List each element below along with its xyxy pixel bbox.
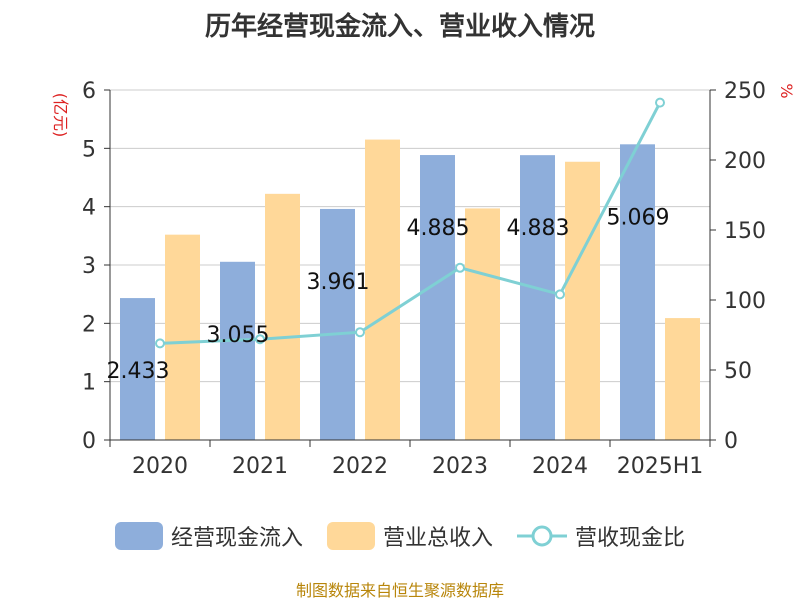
bar-revenue-2025H1 bbox=[665, 318, 700, 440]
right-axis-tick-label: 50 bbox=[724, 359, 752, 384]
ratio-point-2022 bbox=[355, 327, 365, 338]
bar-revenue-2023 bbox=[465, 208, 500, 440]
bar-inflow-2024 bbox=[520, 155, 555, 441]
x-axis-tick-label: 2022 bbox=[332, 454, 388, 479]
left-axis-tick-label: 1 bbox=[82, 371, 96, 396]
bar-revenue-2024 bbox=[565, 161, 600, 440]
x-axis-tick-label: 2021 bbox=[232, 454, 288, 479]
left-axis-tick-label: 6 bbox=[82, 79, 96, 104]
legend-swatch-ratio bbox=[517, 525, 567, 547]
bar-inflow-2020 bbox=[120, 298, 155, 440]
ratio-point-2024 bbox=[555, 289, 565, 300]
legend-swatch-inflow bbox=[114, 522, 163, 550]
bar-revenue-2020 bbox=[165, 234, 200, 440]
legend-item-revenue[interactable]: 营业总收入 bbox=[326, 520, 493, 552]
ratio-point-2023 bbox=[455, 262, 465, 273]
data-label-2022: 3.961 bbox=[307, 270, 370, 295]
data-labels: 2.433 3.055 3.961 4.885 4.883 5.069 bbox=[107, 205, 670, 384]
ratio-line-series bbox=[155, 97, 665, 349]
data-label-2025H1: 5.069 bbox=[607, 205, 670, 230]
x-axis-tick-label: 2023 bbox=[432, 454, 488, 479]
left-axis-unit-label: (亿元) bbox=[51, 93, 70, 138]
right-axis-unit-label: % bbox=[777, 83, 796, 98]
right-axis-tick-label: 100 bbox=[724, 289, 766, 314]
left-axis-tick-label: 4 bbox=[82, 196, 96, 221]
x-axis-tick-label: 2024 bbox=[532, 454, 588, 479]
bar-series bbox=[120, 139, 700, 441]
bar-inflow-2022 bbox=[320, 208, 355, 440]
bar-inflow-2021 bbox=[220, 261, 255, 440]
data-label-2021: 3.055 bbox=[207, 323, 270, 348]
left-axis-tick-label: 0 bbox=[82, 429, 96, 454]
legend-label-ratio: 营收现金比 bbox=[575, 526, 686, 551]
legend-label-inflow: 经营现金流入 bbox=[170, 526, 303, 551]
bar-revenue-2022 bbox=[365, 139, 400, 441]
left-axis-tick-label: 2 bbox=[82, 312, 96, 337]
bar-inflow-2023 bbox=[420, 155, 455, 440]
chart-title: 历年经营现金流入、营业收入情况 bbox=[204, 12, 595, 42]
ratio-point-2025H1 bbox=[655, 97, 665, 108]
left-axis-tick-label: 5 bbox=[82, 137, 96, 162]
data-label-2024: 4.883 bbox=[507, 216, 570, 241]
legend-swatch-revenue bbox=[326, 522, 375, 550]
data-label-2023: 4.885 bbox=[407, 216, 470, 241]
legend-item-ratio[interactable]: 营收现金比 bbox=[517, 520, 685, 552]
x-axis-tick-label: 2025H1 bbox=[617, 454, 704, 479]
legend: 经营现金流入 营业总收入 营收现金比 bbox=[0, 516, 800, 556]
grid-lines bbox=[110, 89, 710, 383]
right-axis-tick-label: 150 bbox=[724, 219, 766, 244]
axes: 0 1 2 3 4 5 6 0 50 100 150 200 250 2020 2021 2022 2023 20… bbox=[51, 79, 796, 479]
ratio-point-2021 bbox=[255, 334, 265, 345]
bar-inflow-2025H1 bbox=[620, 144, 655, 440]
legend-item-inflow[interactable]: 经营现金流入 bbox=[114, 520, 303, 552]
ratio-line bbox=[159, 101, 662, 345]
right-axis-tick-label: 0 bbox=[724, 429, 738, 454]
left-axis-tick-label: 3 bbox=[82, 254, 96, 279]
x-axis-tick-label: 2020 bbox=[132, 454, 188, 479]
right-axis-tick-label: 250 bbox=[724, 79, 766, 104]
right-axis-tick-label: 200 bbox=[724, 149, 766, 174]
data-label-2020: 2.433 bbox=[107, 359, 170, 384]
ratio-point-2020 bbox=[155, 338, 165, 349]
legend-label-revenue: 营业总收入 bbox=[382, 526, 493, 551]
source-note: 制图数据来自恒生聚源数据库 bbox=[295, 581, 504, 600]
bar-revenue-2021 bbox=[265, 193, 300, 440]
